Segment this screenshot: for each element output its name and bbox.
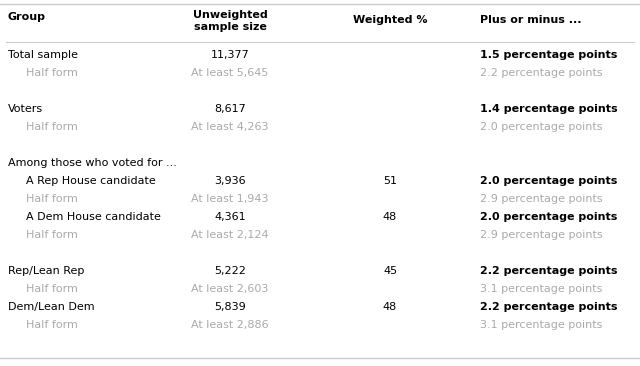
- Text: At least 2,603: At least 2,603: [191, 284, 269, 294]
- Text: 5,839: 5,839: [214, 302, 246, 312]
- Text: 2.0 percentage points: 2.0 percentage points: [480, 176, 618, 186]
- Text: 8,617: 8,617: [214, 104, 246, 114]
- Text: At least 1,943: At least 1,943: [191, 194, 269, 204]
- Text: 11,377: 11,377: [211, 50, 250, 60]
- Text: Weighted %: Weighted %: [353, 15, 428, 25]
- Text: Half form: Half form: [26, 194, 78, 204]
- Text: Total sample: Total sample: [8, 50, 78, 60]
- Text: At least 2,124: At least 2,124: [191, 230, 269, 240]
- Text: 4,361: 4,361: [214, 212, 246, 222]
- Text: 2.2 percentage points: 2.2 percentage points: [480, 266, 618, 276]
- Text: Dem/Lean Dem: Dem/Lean Dem: [8, 302, 95, 312]
- Text: A Dem House candidate: A Dem House candidate: [26, 212, 161, 222]
- Text: 45: 45: [383, 266, 397, 276]
- Text: 3.1 percentage points: 3.1 percentage points: [480, 284, 602, 294]
- Text: Among those who voted for ...: Among those who voted for ...: [8, 158, 177, 168]
- Text: 1.4 percentage points: 1.4 percentage points: [480, 104, 618, 114]
- Text: Group: Group: [8, 12, 46, 22]
- Text: A Rep House candidate: A Rep House candidate: [26, 176, 156, 186]
- Text: Plus or minus ...: Plus or minus ...: [480, 15, 582, 25]
- Text: Rep/Lean Rep: Rep/Lean Rep: [8, 266, 84, 276]
- Text: 48: 48: [383, 302, 397, 312]
- Text: Half form: Half form: [26, 320, 78, 330]
- Text: 2.2 percentage points: 2.2 percentage points: [480, 68, 603, 78]
- Text: At least 2,886: At least 2,886: [191, 320, 269, 330]
- Text: 3,936: 3,936: [214, 176, 246, 186]
- Text: 2.0 percentage points: 2.0 percentage points: [480, 122, 602, 132]
- Text: Half form: Half form: [26, 122, 78, 132]
- Text: 2.0 percentage points: 2.0 percentage points: [480, 212, 618, 222]
- Text: Half form: Half form: [26, 284, 78, 294]
- Text: Voters: Voters: [8, 104, 43, 114]
- Text: 3.1 percentage points: 3.1 percentage points: [480, 320, 602, 330]
- Text: At least 4,263: At least 4,263: [191, 122, 269, 132]
- Text: Unweighted
sample size: Unweighted sample size: [193, 10, 268, 31]
- Text: 2.2 percentage points: 2.2 percentage points: [480, 302, 618, 312]
- Text: Half form: Half form: [26, 230, 78, 240]
- Text: 1.5 percentage points: 1.5 percentage points: [480, 50, 618, 60]
- Text: Half form: Half form: [26, 68, 78, 78]
- Text: 51: 51: [383, 176, 397, 186]
- Text: 2.9 percentage points: 2.9 percentage points: [480, 194, 603, 204]
- Text: 48: 48: [383, 212, 397, 222]
- Text: 2.9 percentage points: 2.9 percentage points: [480, 230, 603, 240]
- Text: 5,222: 5,222: [214, 266, 246, 276]
- Text: At least 5,645: At least 5,645: [191, 68, 269, 78]
